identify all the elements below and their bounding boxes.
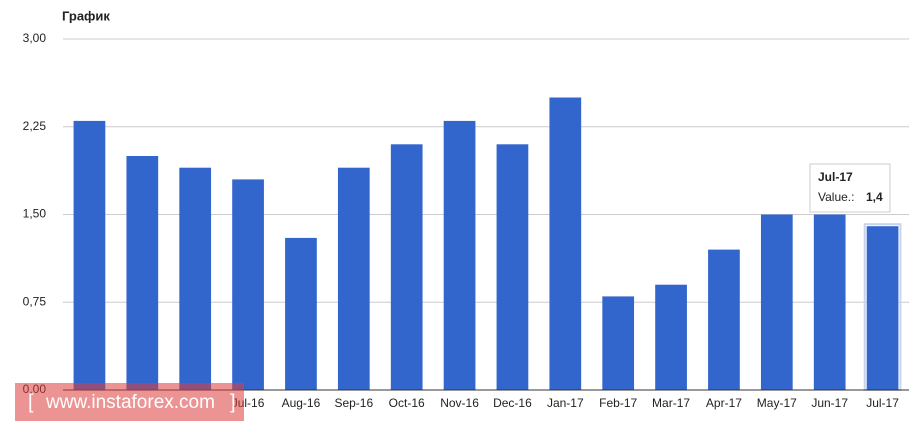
tooltip-label: Value.: — [818, 190, 854, 204]
x-tick-label: Jan-17 — [547, 396, 584, 410]
y-tick-label: 1,50 — [23, 207, 47, 221]
bar — [179, 167, 212, 390]
watermark-text: www.instaforex.com — [45, 392, 215, 413]
x-tick-label: Jun-17 — [811, 396, 848, 410]
watermark-bracket: [ — [28, 391, 34, 413]
tooltip-box — [809, 163, 891, 213]
x-tick-label: Dec-16 — [493, 396, 532, 410]
bar — [708, 249, 740, 390]
bar — [813, 214, 846, 390]
bar — [232, 179, 264, 390]
x-tick-label: Sep-16 — [334, 396, 373, 410]
tooltip-value: 1,4 — [866, 190, 883, 204]
y-tick-label: 0,75 — [23, 294, 47, 308]
bar — [285, 237, 317, 390]
x-tick-label: May-17 — [757, 396, 797, 410]
bar — [126, 156, 159, 390]
x-tick-label: Nov-16 — [440, 396, 479, 410]
bar — [866, 226, 899, 390]
bar — [73, 120, 106, 391]
plot-area: 0,000,751,502,253,00Jul-16Aug-16Sep-16Oc… — [23, 31, 909, 410]
bar — [602, 296, 635, 390]
x-tick-label: Jul-17 — [866, 396, 899, 410]
bar — [549, 97, 582, 390]
tooltip-title: Jul-17 — [818, 170, 853, 184]
y-tick-label: 3,00 — [23, 31, 47, 45]
x-tick-label: Apr-17 — [706, 396, 742, 410]
y-tick-label: 2,25 — [23, 119, 47, 133]
tooltip: Jul-17 Value.: 1,4 — [809, 163, 891, 213]
watermark-bracket: ] — [230, 391, 236, 413]
chart-title: График — [62, 8, 110, 23]
bar — [655, 284, 687, 390]
watermark-box — [15, 383, 244, 421]
x-tick-label: Mar-17 — [652, 396, 690, 410]
bar — [443, 120, 476, 391]
x-tick-label: Oct-16 — [389, 396, 425, 410]
x-tick-label: Aug-16 — [282, 396, 321, 410]
watermark: [ www.instaforex.com ] — [15, 383, 244, 421]
bar — [496, 144, 529, 390]
bar — [337, 167, 370, 390]
bar — [760, 214, 793, 390]
x-tick-label: Feb-17 — [599, 396, 637, 410]
bar — [390, 144, 423, 390]
